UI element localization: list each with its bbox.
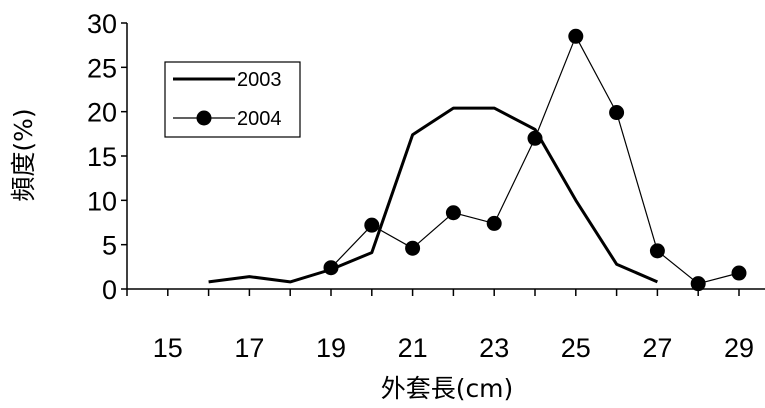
y-tick-label: 0 — [102, 275, 117, 305]
legend-marker-2004 — [196, 110, 212, 126]
legend: 2003 2004 — [164, 61, 301, 138]
series-point-2004 — [649, 243, 665, 259]
x-tick-label: 27 — [642, 333, 672, 363]
series-point-2004 — [527, 130, 543, 146]
series-point-2004 — [568, 28, 584, 44]
x-tick-label: 15 — [153, 333, 183, 363]
y-tick-label: 20 — [87, 98, 117, 128]
series-point-2004 — [445, 205, 461, 221]
series-point-2004 — [731, 265, 747, 281]
x-tick-label: 23 — [479, 333, 509, 363]
series-point-2004 — [690, 276, 706, 292]
series-layer — [208, 28, 747, 292]
series-point-2004 — [405, 240, 421, 256]
x-tick-label: 17 — [234, 333, 264, 363]
x-tick-label: 21 — [398, 333, 428, 363]
y-tick-label: 25 — [87, 53, 117, 83]
axes: 0 5 10 15 20 25 30 15 17 19 21 23 25 27 29 — [87, 9, 765, 363]
y-tick-label: 15 — [87, 142, 117, 172]
legend-box — [164, 61, 301, 138]
x-tick-label: 25 — [561, 333, 591, 363]
y-axis-title: 頻度(%) — [9, 108, 38, 201]
series-point-2004 — [609, 105, 625, 121]
series-point-2004 — [364, 217, 380, 233]
series-point-2004 — [486, 215, 502, 231]
y-tick-label: 5 — [102, 231, 117, 261]
x-tick-label: 19 — [316, 333, 346, 363]
y-tick-label: 30 — [87, 9, 117, 39]
y-tick-label: 10 — [87, 186, 117, 216]
series-line-2004 — [330, 35, 740, 285]
series-point-2004 — [323, 260, 339, 276]
x-tick-label: 29 — [724, 333, 754, 363]
legend-label-2004: 2004 — [237, 108, 282, 130]
series-line-2003 — [208, 106, 658, 284]
x-axis-title: 外套長(cm) — [381, 374, 514, 403]
legend-label-2003: 2003 — [237, 69, 282, 91]
